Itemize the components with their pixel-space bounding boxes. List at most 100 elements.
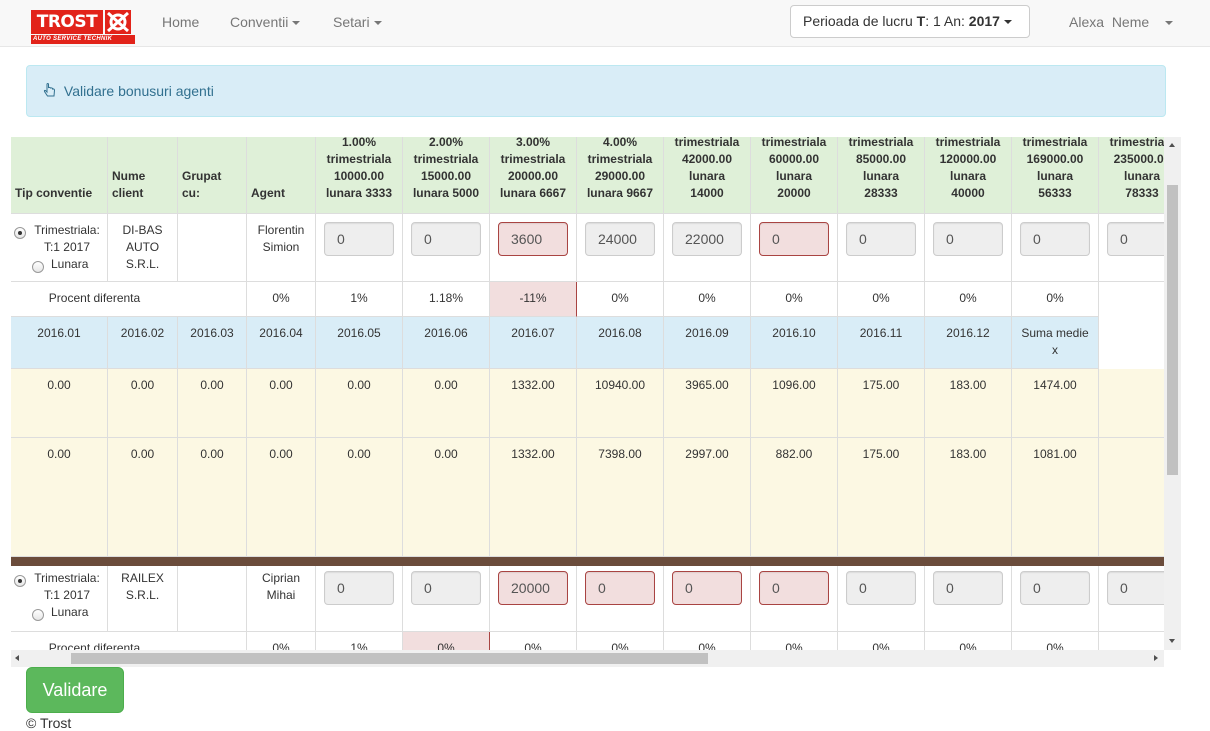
procent-cell: 0% (925, 282, 1012, 317)
period-year: 2017 (968, 13, 1000, 29)
month-value: 7398.00 (577, 438, 664, 557)
client-name-cell: RAILEX S.R.L. (108, 566, 178, 632)
radio-lunara[interactable] (32, 261, 44, 273)
procent-label: Procent diferenta (11, 632, 178, 650)
suma-medie-value: 1081.00 (1012, 438, 1099, 557)
level-input[interactable]: 0 (324, 571, 394, 605)
radio-lunara[interactable] (32, 609, 44, 621)
procent-cell-negative: 0% (403, 632, 490, 650)
row-separator (11, 557, 1164, 566)
col-header-level-1: 1.00% trimestriala 10000.00 lunara 3333 (316, 137, 403, 214)
month-header: 2016.03 (178, 317, 247, 369)
horizontal-scrollbar[interactable] (11, 650, 1164, 667)
procent-cell: 0% (925, 632, 1012, 650)
col-header-level-9: trimestriala 169000.00 lunara 56333 (1012, 137, 1099, 214)
level-input[interactable]: 0 (411, 222, 481, 256)
level-input-error[interactable]: 0 (759, 222, 829, 256)
month-header: 2016.10 (751, 317, 838, 369)
level-input-error[interactable]: 3600 (498, 222, 568, 256)
procent-cell: 0% (751, 632, 838, 650)
level-input-error[interactable]: 0 (759, 571, 829, 605)
logo-wordmark: TROST (31, 10, 103, 34)
level-input[interactable]: 22000 (672, 222, 742, 256)
level-input[interactable]: 0 (1107, 571, 1164, 605)
validate-button[interactable]: Validare (26, 667, 124, 713)
level-input[interactable]: 0 (1020, 571, 1090, 605)
procent-cell: 1% (316, 632, 403, 650)
user-first-name: Alexa (1069, 14, 1105, 30)
col-header-level-5: trimestriala 42000.00 lunara 14000 (664, 137, 751, 214)
month-value: 0.00 (316, 369, 403, 438)
col-header-tip: Tip conventie (11, 137, 108, 214)
procent-label: Procent diferenta (11, 282, 178, 317)
info-alert: Validare bonusuri agenti (26, 65, 1166, 117)
procent-cell: 0% (247, 632, 316, 650)
agent-cell: Florentin Simion (247, 214, 316, 282)
level-input[interactable]: 0 (933, 222, 1003, 256)
radio-lunara-label: Lunara (51, 605, 89, 619)
month-value: 1332.00 (490, 369, 577, 438)
col-header-level-10: trimestriala235000.00lunara78333 (1099, 137, 1164, 214)
level-cell: 24000 (577, 214, 664, 282)
level-cell: 0 (1099, 214, 1164, 282)
level-input[interactable]: 24000 (585, 222, 655, 256)
month-header: 2016.08 (577, 317, 664, 369)
period-selector-button[interactable]: Perioada de lucru T: 1 An: 2017 (790, 5, 1030, 38)
level-cell: 3600 (490, 214, 577, 282)
procent-empty-cell (178, 282, 247, 317)
grupat-cell (178, 214, 247, 282)
month-header: 2016.07 (490, 317, 577, 369)
month-value: 0.00 (108, 369, 178, 438)
radio-trimestriala[interactable] (14, 575, 26, 587)
level-input[interactable]: 0 (411, 571, 481, 605)
procent-cell: 0% (577, 282, 664, 317)
level-cell: 0 (1012, 214, 1099, 282)
scroll-right-icon[interactable] (1154, 655, 1158, 661)
month-header: 2016.09 (664, 317, 751, 369)
nav-conventii-dropdown[interactable]: Conventii (230, 0, 301, 47)
level-input[interactable]: 0 (846, 222, 916, 256)
trost-logo[interactable]: TROST AUTO SERVICE TECHNIK (31, 10, 135, 44)
procent-empty-cell (178, 632, 247, 650)
bonus-grid[interactable]: Tip conventie Nume client Grupat cu: Agent… (11, 137, 1164, 650)
level-input[interactable]: 0 (1020, 222, 1090, 256)
period-t-label: T (916, 13, 926, 29)
procent-cell: 0% (751, 282, 838, 317)
scroll-down-icon[interactable] (1169, 639, 1175, 643)
month-header: 2016.06 (403, 317, 490, 369)
level-cell: 0 (403, 214, 490, 282)
month-value: 1332.00 (490, 438, 577, 557)
level-input[interactable]: 0 (933, 571, 1003, 605)
procent-cell: 0% (577, 632, 664, 650)
level-input-error[interactable]: 0 (672, 571, 742, 605)
level-cell: 0 (1012, 566, 1099, 632)
radio-trimestriala-label: Trimestriala: T:1 2017 (34, 571, 100, 602)
month-header: 2016.05 (316, 317, 403, 369)
period-prefix: Perioada de lucru (803, 13, 917, 29)
radio-trimestriala[interactable] (14, 227, 26, 239)
level-cell: 0 (316, 566, 403, 632)
procent-cell: 0% (664, 282, 751, 317)
empty-cell (1099, 369, 1164, 438)
nav-conventii-label: Conventii (230, 14, 289, 30)
hand-pointer-icon (43, 83, 56, 97)
level-input-error[interactable]: 20000 (498, 571, 568, 605)
level-input[interactable]: 0 (1107, 222, 1164, 256)
procent-cell: 0% (490, 632, 577, 650)
vertical-scroll-thumb[interactable] (1167, 185, 1178, 475)
scroll-left-icon[interactable] (15, 655, 19, 661)
period-an-sep: : (961, 13, 969, 29)
level-input-error[interactable]: 0 (585, 571, 655, 605)
level-input[interactable]: 0 (324, 222, 394, 256)
nav-home-link[interactable]: Home (162, 14, 200, 30)
agent-cell: Ciprian Mihai (247, 566, 316, 632)
vertical-scrollbar[interactable] (1164, 137, 1181, 650)
month-value: 183.00 (925, 369, 1012, 438)
level-input[interactable]: 0 (846, 571, 916, 605)
nav-setari-dropdown[interactable]: Setari (333, 0, 382, 47)
user-menu-dropdown[interactable]: Alexa Neme (1069, 0, 1173, 47)
chevron-down-icon (1003, 20, 1012, 25)
month-value: 0.00 (108, 438, 178, 557)
horizontal-scroll-thumb[interactable] (71, 653, 708, 664)
scroll-up-icon[interactable] (1169, 143, 1175, 147)
